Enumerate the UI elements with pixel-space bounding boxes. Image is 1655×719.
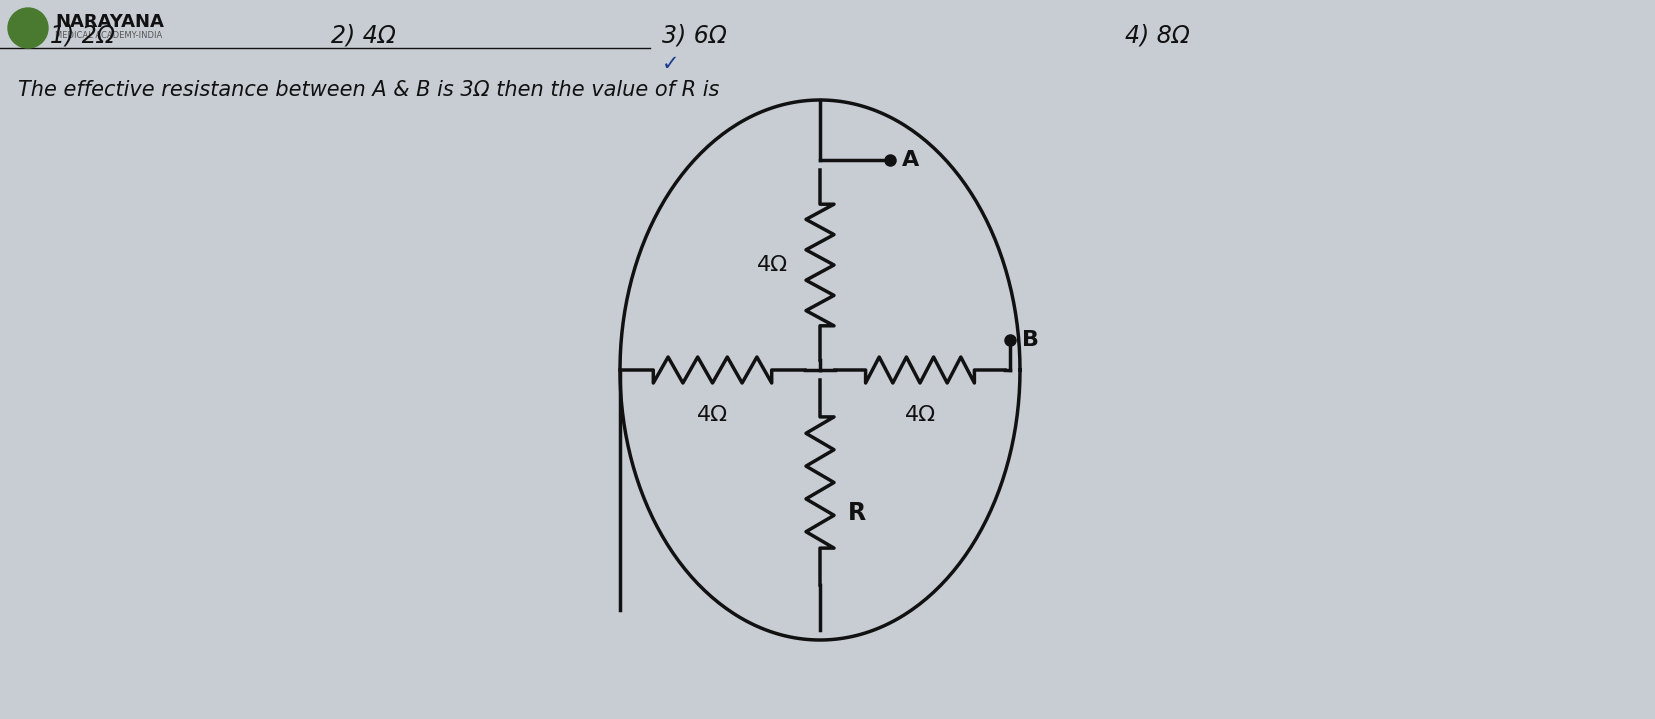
Text: 4Ω: 4Ω (904, 405, 935, 425)
Text: 3) 6Ω: 3) 6Ω (662, 24, 727, 48)
Circle shape (8, 8, 48, 48)
Text: B: B (1023, 330, 1039, 350)
Text: 2) 4Ω: 2) 4Ω (331, 24, 396, 48)
Text: 4Ω: 4Ω (756, 255, 788, 275)
Text: ✓: ✓ (662, 54, 680, 74)
Text: The effective resistance between A & B is 3Ω then the value of R is: The effective resistance between A & B i… (18, 80, 720, 100)
Text: 4Ω: 4Ω (697, 405, 728, 425)
Text: 1) 2Ω: 1) 2Ω (50, 24, 114, 48)
Text: MEDICAL ACADEMY-INDIA: MEDICAL ACADEMY-INDIA (55, 32, 162, 40)
Text: 4) 8Ω: 4) 8Ω (1125, 24, 1190, 48)
Text: R: R (847, 500, 866, 524)
Text: NARAYANA: NARAYANA (55, 13, 164, 31)
Text: A: A (902, 150, 919, 170)
